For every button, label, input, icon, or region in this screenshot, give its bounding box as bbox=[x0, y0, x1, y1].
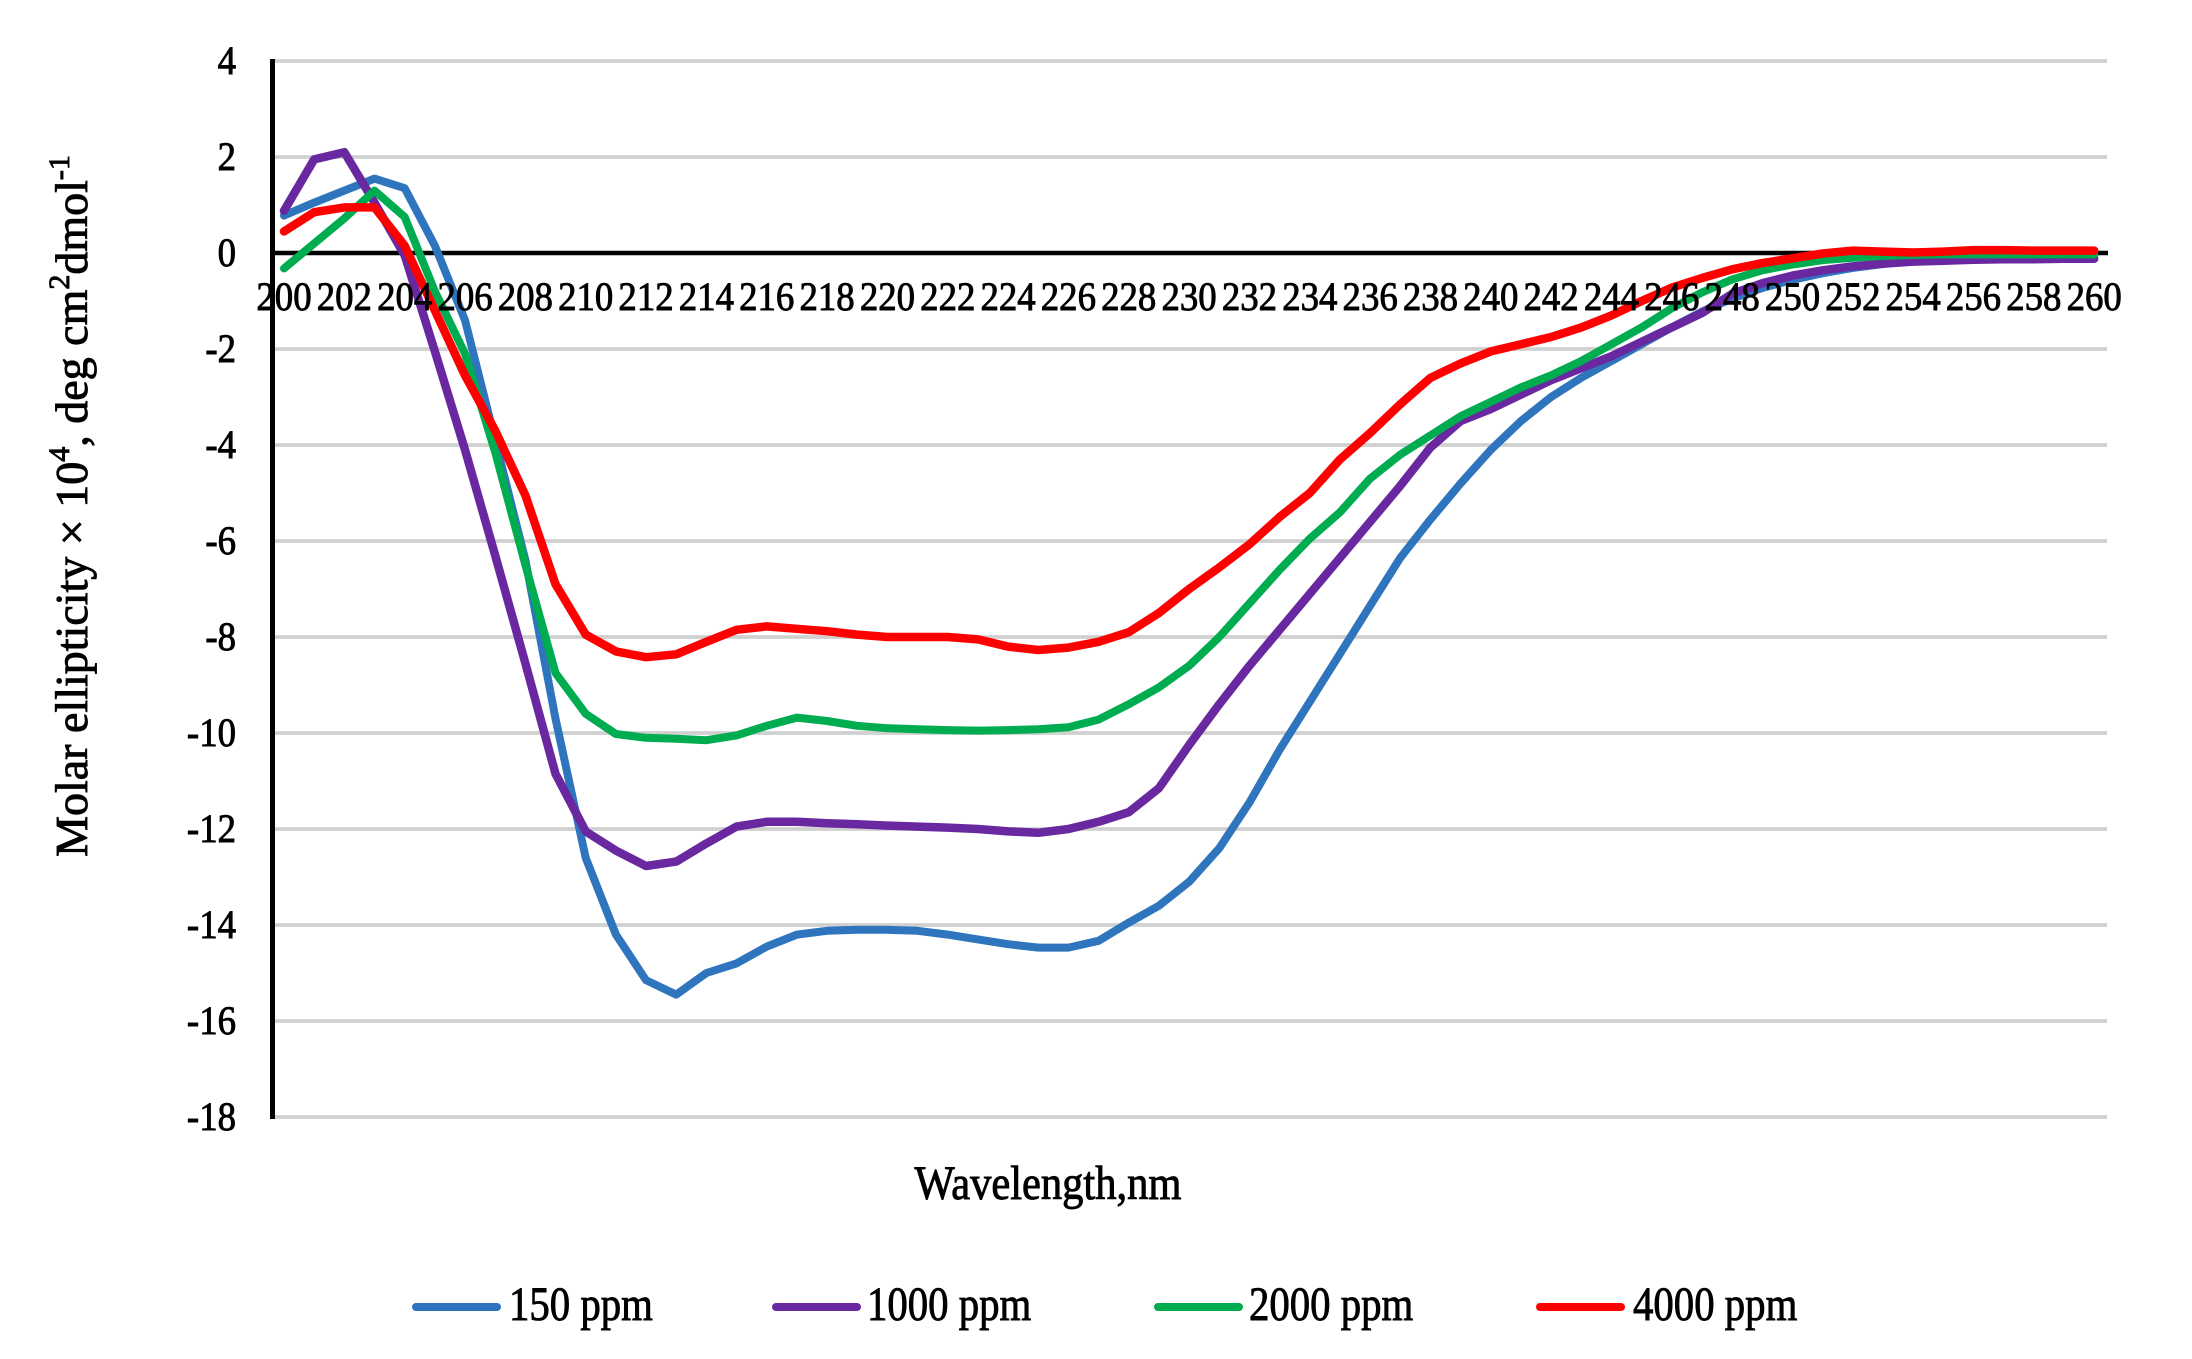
svg-text:150 ppm: 150 ppm bbox=[509, 1277, 653, 1331]
svg-text:-16: -16 bbox=[187, 1000, 236, 1044]
svg-text:0: 0 bbox=[218, 232, 236, 276]
svg-text:242: 242 bbox=[1524, 276, 1579, 320]
svg-text:4: 4 bbox=[218, 40, 236, 84]
svg-text:-6: -6 bbox=[205, 520, 236, 564]
svg-text:208: 208 bbox=[498, 276, 553, 320]
svg-text:-12: -12 bbox=[187, 808, 236, 852]
svg-text:214: 214 bbox=[679, 276, 734, 320]
svg-text:252: 252 bbox=[1825, 276, 1880, 320]
svg-text:Wavelength,nm: Wavelength,nm bbox=[915, 1157, 1182, 1210]
svg-text:224: 224 bbox=[980, 276, 1035, 320]
svg-text:240: 240 bbox=[1463, 276, 1518, 320]
svg-text:248: 248 bbox=[1705, 276, 1760, 320]
svg-text:238: 238 bbox=[1403, 276, 1458, 320]
svg-text:4000 ppm: 4000 ppm bbox=[1633, 1277, 1797, 1331]
svg-text:216: 216 bbox=[739, 276, 794, 320]
svg-text:254: 254 bbox=[1886, 276, 1941, 320]
svg-text:236: 236 bbox=[1343, 276, 1398, 320]
svg-text:212: 212 bbox=[618, 276, 673, 320]
svg-text:-4: -4 bbox=[205, 424, 236, 468]
svg-text:-18: -18 bbox=[187, 1096, 236, 1140]
svg-text:256: 256 bbox=[1946, 276, 2001, 320]
svg-text:222: 222 bbox=[920, 276, 975, 320]
svg-text:202: 202 bbox=[317, 276, 372, 320]
svg-text:-10: -10 bbox=[187, 712, 236, 756]
svg-text:250: 250 bbox=[1765, 276, 1820, 320]
svg-text:246: 246 bbox=[1644, 276, 1699, 320]
svg-text:244: 244 bbox=[1584, 276, 1639, 320]
svg-text:-14: -14 bbox=[187, 904, 236, 948]
svg-text:-2: -2 bbox=[205, 328, 236, 372]
svg-text:232: 232 bbox=[1222, 276, 1277, 320]
svg-text:234: 234 bbox=[1282, 276, 1337, 320]
svg-text:2: 2 bbox=[218, 136, 236, 180]
svg-text:230: 230 bbox=[1162, 276, 1217, 320]
svg-text:226: 226 bbox=[1041, 276, 1096, 320]
svg-text:220: 220 bbox=[860, 276, 915, 320]
svg-text:1000 ppm: 1000 ppm bbox=[867, 1277, 1031, 1331]
svg-text:258: 258 bbox=[2006, 276, 2061, 320]
svg-text:218: 218 bbox=[799, 276, 854, 320]
svg-text:-8: -8 bbox=[205, 616, 236, 660]
svg-text:2000 ppm: 2000 ppm bbox=[1249, 1277, 1413, 1331]
svg-text:228: 228 bbox=[1101, 276, 1156, 320]
svg-text:200: 200 bbox=[256, 276, 311, 320]
svg-text:260: 260 bbox=[2067, 276, 2122, 320]
svg-text:206: 206 bbox=[437, 276, 492, 320]
svg-text:Molar ellipticity × 104, deg c: Molar ellipticity × 104, deg cm2dmol-1 bbox=[43, 155, 97, 857]
svg-text:210: 210 bbox=[558, 276, 613, 320]
svg-text:204: 204 bbox=[377, 276, 432, 320]
